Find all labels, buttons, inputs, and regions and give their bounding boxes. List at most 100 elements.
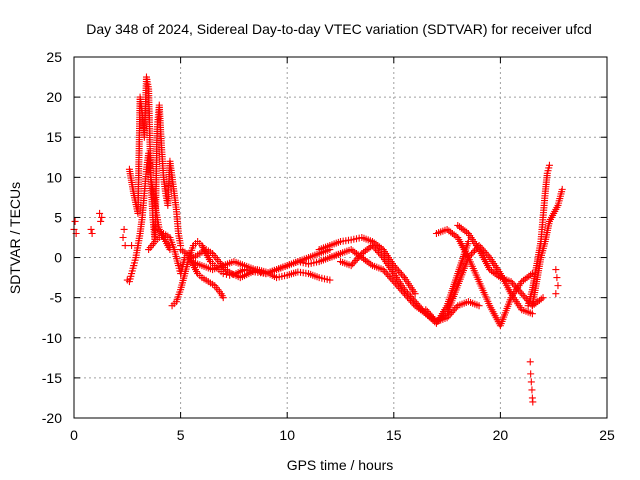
- data-point: [425, 309, 433, 317]
- data-point: [379, 266, 387, 274]
- data-point: [373, 247, 381, 255]
- data-point: [360, 248, 368, 256]
- data-point: [452, 303, 460, 311]
- data-point: [368, 242, 376, 250]
- data-point: [219, 270, 227, 278]
- data-point: [405, 291, 413, 299]
- data-point: [370, 243, 378, 251]
- data-point: [456, 223, 464, 231]
- series-pass-i: [337, 238, 472, 327]
- data-point: [87, 225, 95, 233]
- data-point: [355, 253, 363, 261]
- y-tick-label: -15: [42, 370, 62, 386]
- data-point: [448, 229, 456, 237]
- data-point: [352, 256, 360, 264]
- data-point: [519, 291, 527, 299]
- data-point: [349, 260, 357, 268]
- data-point: [356, 251, 364, 259]
- data-point: [449, 307, 457, 315]
- data-point: [481, 248, 489, 256]
- data-point: [554, 282, 562, 290]
- axis-ticks: [73, 56, 608, 419]
- data-point: [471, 247, 479, 255]
- data-point: [552, 266, 560, 274]
- data-point: [411, 298, 419, 306]
- grid: [74, 57, 607, 418]
- x-tick-label: 10: [279, 427, 295, 443]
- x-tick-labels: 0 5 10 15 20 25: [70, 427, 615, 443]
- y-tick-label: -5: [50, 290, 63, 306]
- data-point: [358, 250, 366, 258]
- series-pass-n: [528, 185, 566, 310]
- data-point: [432, 318, 440, 326]
- data-point: [521, 275, 529, 283]
- y-tick-label: 5: [54, 209, 62, 225]
- data-point: [351, 248, 359, 256]
- data-point: [552, 290, 560, 298]
- data-point: [397, 270, 405, 278]
- data-point: [378, 252, 386, 260]
- data-point: [486, 266, 494, 274]
- data-point: [529, 398, 537, 406]
- y-tick-label: 25: [46, 49, 62, 65]
- data-point: [436, 315, 444, 323]
- data-point: [518, 278, 526, 286]
- y-tick-label: -10: [42, 330, 62, 346]
- y-tick-label: -20: [42, 410, 62, 426]
- data-point: [438, 314, 446, 322]
- data-point: [509, 279, 517, 287]
- series-pass-m: [524, 161, 553, 310]
- data-point: [98, 213, 106, 221]
- data-point: [553, 274, 561, 282]
- plot-frame: [73, 56, 608, 419]
- y-tick-labels: -20 -15 -10 -5 0 5 10 15 20 25: [42, 49, 62, 426]
- data-point: [429, 314, 437, 322]
- y-tick-label: 20: [46, 89, 62, 105]
- data-point: [510, 281, 518, 289]
- data-point: [121, 242, 129, 250]
- y-axis-label: SDTVAR / TECUs: [7, 182, 23, 294]
- y-tick-label: 15: [46, 129, 62, 145]
- x-tick-label: 0: [70, 427, 78, 443]
- data-point: [445, 227, 453, 235]
- data-point: [413, 299, 421, 307]
- data-point: [457, 224, 465, 232]
- data-point: [393, 265, 401, 273]
- data-point: [350, 258, 358, 266]
- data-point: [527, 271, 535, 279]
- data-point: [459, 225, 467, 233]
- y-tick-label: 10: [46, 169, 62, 185]
- data-point: [365, 244, 373, 252]
- x-tick-label: 25: [599, 427, 615, 443]
- data-point: [558, 185, 566, 193]
- data-point: [528, 310, 536, 318]
- data-point: [527, 370, 535, 378]
- data-point: [367, 260, 375, 268]
- data-point: [408, 294, 416, 302]
- data-point: [525, 272, 533, 280]
- data-point: [361, 247, 369, 255]
- data-point: [97, 217, 105, 225]
- data-point: [347, 262, 355, 270]
- data-point: [535, 296, 543, 304]
- data-point: [382, 269, 390, 277]
- data-point: [128, 242, 136, 250]
- data-point: [469, 248, 477, 256]
- data-point: [120, 225, 128, 233]
- data-point: [381, 267, 389, 275]
- data-point: [467, 250, 475, 258]
- x-axis-label: GPS time / hours: [287, 457, 394, 473]
- data-point: [450, 231, 458, 239]
- chart-title: Day 348 of 2024, Sidereal Day-to-day VTE…: [86, 21, 592, 37]
- data-point: [426, 311, 434, 319]
- data-point: [419, 306, 427, 314]
- data-point: [507, 278, 515, 286]
- data-point: [528, 386, 536, 394]
- data-point: [377, 244, 385, 252]
- series-pass-b: [125, 149, 174, 286]
- data-point: [454, 221, 462, 229]
- data-point: [537, 295, 545, 303]
- data-point: [475, 302, 483, 310]
